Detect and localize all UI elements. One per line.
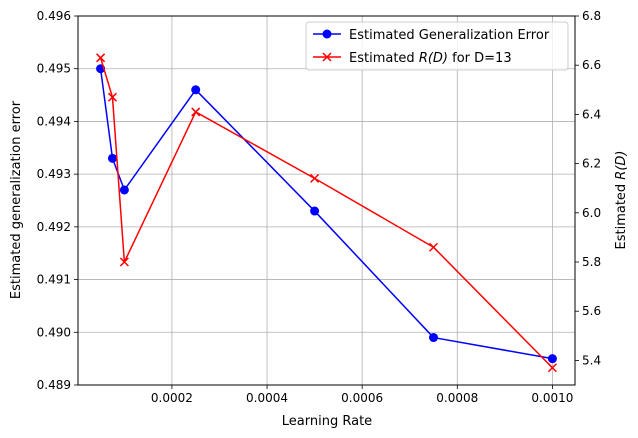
- data-point: [119, 185, 129, 195]
- data-point: [119, 257, 129, 267]
- x-tick-label: 0.0008: [436, 391, 478, 405]
- data-point: [547, 363, 557, 373]
- data-point: [191, 85, 201, 95]
- left-y-tick-label: 0.490: [37, 325, 71, 339]
- right-y-tick-label: 5.8: [582, 255, 601, 269]
- left-y-tick-label: 0.495: [37, 62, 71, 76]
- left-y-axis-label: Estimated generalization error: [9, 100, 24, 299]
- x-tick-label: 0.0010: [531, 391, 573, 405]
- right-y-tick-label: 5.4: [582, 353, 601, 367]
- data-point: [547, 354, 557, 364]
- series-rd: [96, 53, 557, 373]
- left-y-tick-label: 0.492: [37, 220, 71, 234]
- legend-marker-generalization-error: [322, 29, 332, 39]
- data-point: [191, 107, 201, 117]
- grid: [78, 15, 575, 386]
- data-point: [310, 173, 320, 183]
- left-y-tick-label: 0.493: [37, 167, 71, 181]
- left-y-tick-label: 0.491: [37, 273, 71, 287]
- legend-label-rd: Estimated R(D) for D=13: [349, 51, 512, 66]
- right-y-tick-label: 6.2: [582, 157, 601, 171]
- series-layer: [96, 53, 557, 373]
- x-tick-label: 0.0004: [246, 391, 288, 405]
- right-y-axis: 5.4 5.6 5.8 6.0 6.2 6.4 6.6 6.8: [575, 9, 601, 367]
- left-y-tick-label: 0.489: [37, 378, 71, 392]
- left-y-tick-label: 0.496: [37, 9, 71, 23]
- right-y-axis-label: Estimated R(D): [614, 151, 629, 250]
- right-y-tick-label: 6.6: [582, 58, 601, 72]
- left-y-axis: 0.489 0.490 0.491 0.492 0.493 0.494 0.495 0.496: [37, 9, 78, 392]
- right-y-tick-label: 6.4: [582, 107, 601, 121]
- data-point: [428, 242, 439, 252]
- data-point: [107, 92, 118, 102]
- legend: Estimated Generalization Error Estimated…: [305, 21, 569, 71]
- right-y-tick-label: 6.0: [582, 206, 601, 220]
- data-point: [107, 153, 117, 163]
- data-point: [96, 53, 106, 63]
- legend-label-generalization-error: Estimated Generalization Error: [349, 28, 550, 43]
- x-tick-label: 0.0002: [151, 391, 193, 405]
- right-y-tick-label: 6.8: [582, 9, 601, 23]
- left-y-tick-label: 0.494: [37, 114, 71, 128]
- series-generalization-error: [96, 64, 557, 364]
- x-tick-label: 0.0006: [341, 391, 383, 405]
- right-y-tick-label: 5.6: [582, 304, 601, 318]
- data-point: [429, 333, 439, 343]
- data-point: [310, 206, 320, 216]
- x-axis: 0.0002 0.0004 0.0006 0.0008 0.0010: [151, 385, 573, 405]
- legend-box: [305, 21, 569, 71]
- plot-frame: [77, 15, 576, 386]
- legend-marker-rd: [322, 52, 332, 62]
- x-axis-label: Learning Rate: [282, 414, 372, 429]
